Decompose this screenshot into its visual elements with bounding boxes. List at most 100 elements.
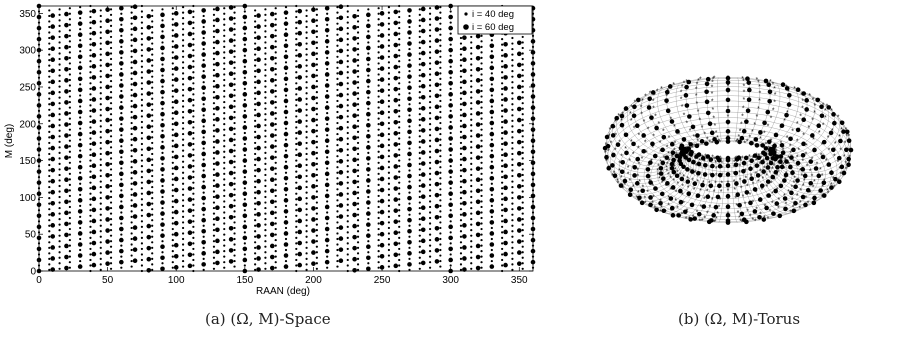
point-i60 <box>297 196 303 202</box>
point-i60 <box>256 245 261 250</box>
point-i40 <box>336 193 339 196</box>
point-i40 <box>408 136 411 139</box>
point-i40 <box>58 79 61 83</box>
point-i40 <box>521 223 524 226</box>
point-i60 <box>105 40 110 46</box>
point-i40 <box>99 108 102 111</box>
point-i40 <box>109 267 113 270</box>
point-i40 <box>223 100 226 104</box>
point-i40 <box>387 22 391 25</box>
torus-asterisk: * <box>673 147 676 154</box>
point-i40 <box>151 53 154 56</box>
point-i40 <box>233 138 236 141</box>
point-i40 <box>480 161 483 164</box>
point-i40 <box>356 219 360 222</box>
point-i40 <box>490 215 493 218</box>
torus-dot <box>684 84 689 90</box>
point-i40 <box>336 33 339 36</box>
point-i40 <box>428 123 432 126</box>
point-i40 <box>192 247 195 251</box>
point-i60 <box>352 146 357 152</box>
point-i40 <box>161 30 164 33</box>
point-i40 <box>336 254 339 257</box>
point-i40 <box>274 178 277 181</box>
point-i40 <box>254 86 257 89</box>
point-i40 <box>459 174 463 178</box>
point-i40 <box>521 234 524 237</box>
torus-dot <box>812 147 817 153</box>
point-i40 <box>99 202 102 205</box>
point-i40 <box>521 107 524 110</box>
point-i40 <box>398 242 401 245</box>
torus-asterisk: * <box>618 161 621 168</box>
point-i60 <box>352 223 357 229</box>
point-i40 <box>511 268 514 271</box>
point-i40 <box>254 252 257 255</box>
torus-asterisk: * <box>674 167 677 174</box>
point-i60 <box>420 216 426 222</box>
torus-asterisk: * <box>651 200 654 207</box>
point-i60 <box>269 232 275 238</box>
point-i40 <box>428 78 432 82</box>
point-i60 <box>462 212 467 217</box>
point-i40 <box>490 94 493 97</box>
point-i60 <box>132 59 138 65</box>
point-i40 <box>99 119 102 122</box>
point-i60 <box>393 175 399 180</box>
point-i60 <box>393 186 399 191</box>
point-i40 <box>346 15 349 19</box>
torus-asterisk: * <box>667 172 670 179</box>
point-i60 <box>338 37 344 43</box>
torus-dot <box>647 96 652 102</box>
torus-dot <box>848 147 854 153</box>
torus-asterisk: * <box>620 175 623 182</box>
point-i40 <box>418 118 421 121</box>
point-i40 <box>58 91 61 94</box>
point-i40 <box>377 23 380 26</box>
point-i40 <box>140 10 144 13</box>
point-i40 <box>326 112 329 115</box>
point-i60 <box>256 35 261 40</box>
point-i40 <box>315 173 318 177</box>
point-i40 <box>120 167 123 170</box>
point-i60 <box>269 188 275 194</box>
point-i40 <box>109 91 113 94</box>
torus-dot <box>846 162 851 168</box>
point-i60 <box>338 159 344 164</box>
point-i40 <box>140 153 144 157</box>
point-i40 <box>212 102 216 105</box>
point-i60 <box>420 238 426 244</box>
point-i60 <box>379 176 385 182</box>
point-i40 <box>377 205 380 209</box>
torus-asterisk: * <box>793 175 796 182</box>
point-i40 <box>181 188 185 191</box>
point-i40 <box>418 79 421 83</box>
point-i40 <box>511 152 514 156</box>
point-i60 <box>311 217 316 222</box>
point-i40 <box>202 114 205 117</box>
torus-dot <box>763 146 769 151</box>
point-i40 <box>336 72 339 75</box>
point-i40 <box>171 200 174 203</box>
point-i40 <box>130 232 133 235</box>
torus-meridian <box>743 78 760 143</box>
point-i40 <box>171 78 174 82</box>
point-i60 <box>503 229 508 235</box>
point-i40 <box>243 76 246 79</box>
point-i40 <box>439 28 442 31</box>
torus-asterisk: * <box>709 160 712 167</box>
point-i40 <box>254 53 257 56</box>
torus-asterisk: * <box>659 140 662 147</box>
point-i40 <box>264 46 267 50</box>
point-i40 <box>480 216 483 220</box>
torus-dot <box>793 184 798 190</box>
point-i40 <box>130 99 133 103</box>
point-i40 <box>68 150 71 153</box>
point-i60 <box>119 61 124 66</box>
torus-asterisk: * <box>818 130 821 137</box>
point-i40 <box>48 70 51 73</box>
torus-asterisk: * <box>711 197 714 204</box>
point-i40 <box>233 188 236 191</box>
point-i40 <box>346 98 349 101</box>
point-i60 <box>146 267 152 273</box>
